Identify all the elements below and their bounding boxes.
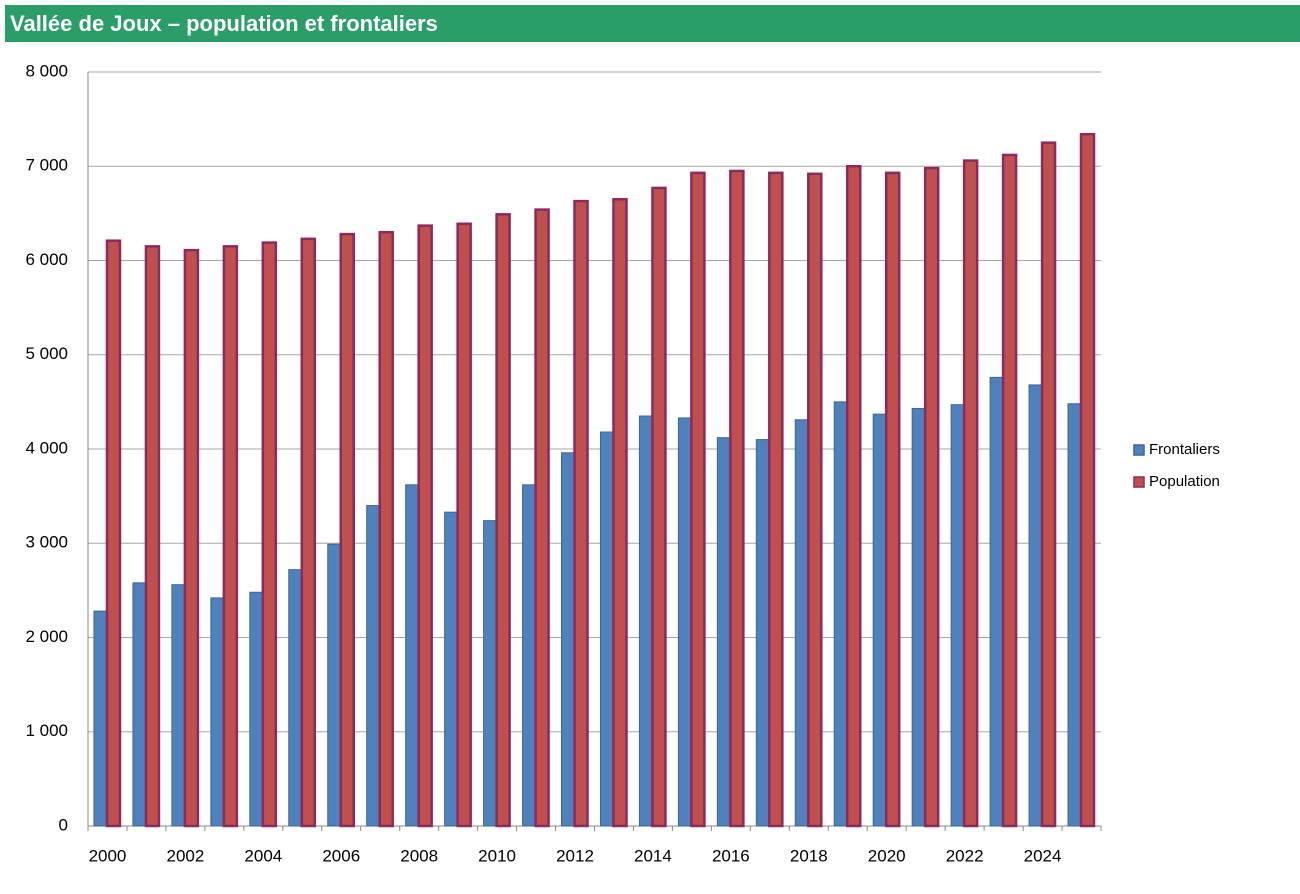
bar [729, 169, 745, 828]
bar [573, 199, 589, 828]
chart-title: Vallée de Joux – population et frontalie… [10, 11, 438, 36]
x-tick-label: 2016 [712, 846, 750, 865]
bar [132, 582, 147, 827]
bar [288, 569, 303, 827]
y-tick-label: 2 000 [25, 627, 68, 646]
x-tick-label: 2014 [634, 846, 672, 865]
bar [300, 237, 317, 828]
bar [495, 213, 511, 828]
y-tick-label: 5 000 [25, 344, 68, 363]
bar [599, 431, 614, 827]
bar [833, 401, 848, 827]
bar [417, 224, 433, 828]
bar [444, 511, 459, 827]
bar [677, 417, 692, 827]
bar [612, 197, 628, 828]
bar [962, 159, 979, 828]
x-tick-label: 2008 [400, 846, 438, 865]
bar [989, 376, 1004, 827]
legend-swatch [1133, 444, 1145, 456]
bar [807, 172, 823, 828]
bar [911, 407, 926, 827]
x-tick-label: 2018 [790, 846, 828, 865]
bar [1028, 384, 1043, 827]
y-tick-label: 8 000 [25, 61, 68, 80]
bar [249, 591, 264, 827]
title-bar [5, 5, 1300, 42]
bar [950, 404, 965, 827]
bar [755, 439, 770, 827]
bar [93, 610, 108, 827]
bar [716, 437, 731, 827]
bar [261, 241, 278, 828]
bar [884, 171, 901, 828]
y-tick-label: 6 000 [25, 250, 68, 269]
bar [522, 484, 537, 827]
bar [561, 452, 576, 827]
x-tick-label: 2000 [89, 846, 127, 865]
bar [366, 505, 381, 827]
bar [1067, 403, 1082, 827]
y-tick-label: 0 [59, 815, 68, 834]
bar [651, 186, 667, 828]
y-tick-label: 3 000 [25, 533, 68, 552]
bar [405, 484, 420, 827]
bar [846, 165, 862, 828]
bar [105, 239, 122, 828]
bar [222, 245, 239, 828]
x-tick-label: 2020 [868, 846, 906, 865]
bar [339, 232, 355, 828]
bar [794, 419, 809, 827]
bar [456, 222, 472, 828]
bar [210, 597, 225, 827]
bar [183, 248, 200, 828]
x-tick-label: 2004 [244, 846, 282, 865]
x-tick-label: 2022 [946, 846, 984, 865]
x-tick-label: 2010 [478, 846, 516, 865]
bar [327, 543, 342, 827]
legend-label: Population [1149, 473, 1220, 490]
bar [378, 230, 394, 828]
y-tick-label: 4 000 [25, 438, 68, 457]
bar [144, 245, 161, 828]
bar [923, 166, 940, 828]
bar [534, 208, 550, 828]
legend-swatch [1133, 476, 1145, 488]
bar [1001, 153, 1018, 828]
y-tick-label: 1 000 [25, 721, 68, 740]
bar [690, 171, 706, 828]
x-tick-label: 2002 [166, 846, 204, 865]
x-tick-label: 2012 [556, 846, 594, 865]
bar [872, 413, 887, 827]
bar [1040, 141, 1057, 828]
bar [768, 171, 784, 828]
bar [1079, 132, 1096, 828]
x-tick-label: 2024 [1024, 846, 1062, 865]
bar [483, 520, 498, 827]
legend-label: Frontaliers [1149, 441, 1220, 458]
x-tick-label: 2006 [322, 846, 360, 865]
y-tick-label: 7 000 [25, 156, 68, 175]
bar [171, 584, 186, 827]
bar [638, 415, 653, 827]
